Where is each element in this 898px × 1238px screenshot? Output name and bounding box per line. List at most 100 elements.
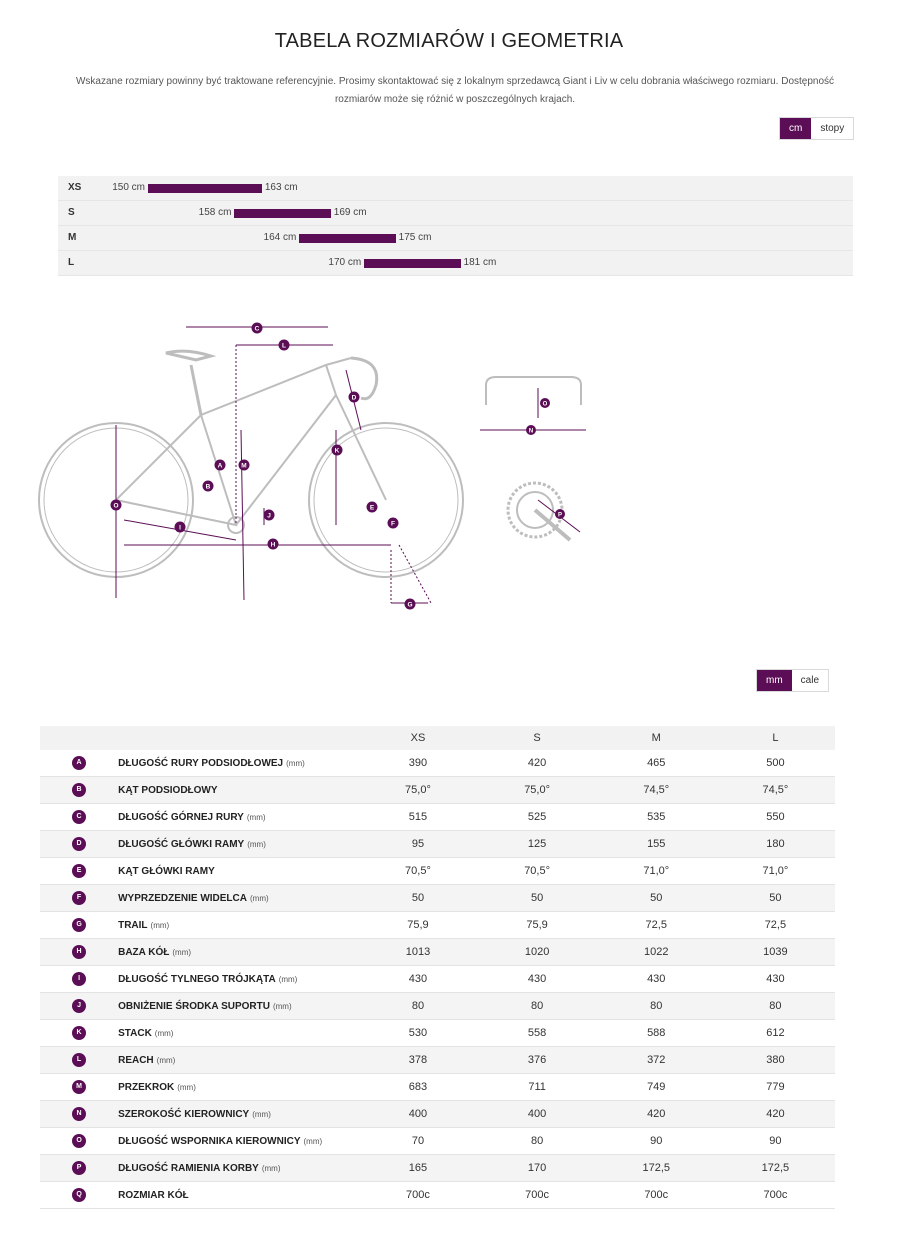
measurement-unit: (mm) bbox=[172, 947, 192, 957]
value-m: 74,5° bbox=[596, 776, 716, 804]
diagram-label-n: N bbox=[529, 429, 533, 435]
row-badge-cell: E bbox=[40, 857, 119, 885]
geometry-row-l: L REACH (mm) 378 376 372 380 bbox=[40, 1046, 835, 1074]
geometry-row-a: A DŁUGOŚĆ RURY PODSIODŁOWEJ (mm) 390 420 465 5… bbox=[40, 750, 835, 777]
measurement-name: DŁUGOŚĆ WSPORNIKA KIEROWNICY bbox=[118, 1135, 301, 1147]
size-min-height: 158 cm bbox=[198, 207, 232, 218]
diagram-label-o: O bbox=[543, 402, 548, 408]
measurement-name: STACK bbox=[118, 1027, 152, 1039]
measurement-badge: I bbox=[72, 972, 87, 986]
value-s: 420 bbox=[477, 750, 597, 777]
value-xs: 700c bbox=[358, 1181, 478, 1209]
value-xs: 95 bbox=[358, 830, 478, 858]
size-range-chart: XS 150 cm 163 cm S 158 cm 169 cm M 164 cm 175 cm… bbox=[58, 176, 853, 276]
measurement-name-cell: TRAIL (mm) bbox=[118, 911, 359, 939]
row-badge-cell: N bbox=[40, 1100, 119, 1128]
header-size-s: S bbox=[477, 726, 597, 750]
measurement-name: TRAIL bbox=[118, 919, 148, 931]
diagram-badge-a bbox=[214, 459, 226, 471]
measurement-name: DŁUGOŚĆ RAMIENIA KORBY bbox=[118, 1162, 259, 1174]
diagram-badge-k bbox=[331, 444, 343, 456]
row-badge-cell: K bbox=[40, 1019, 119, 1047]
diagram-badge-e bbox=[366, 501, 378, 513]
value-l: 700c bbox=[715, 1181, 835, 1209]
size-range-bar bbox=[299, 234, 396, 243]
value-m: 700c bbox=[596, 1181, 716, 1209]
size-row-s: S 158 cm 169 cm bbox=[58, 201, 853, 226]
value-xs: 70,5° bbox=[358, 857, 478, 885]
value-l: 180 bbox=[715, 830, 835, 858]
unit-inches-button[interactable]: cale bbox=[800, 675, 820, 686]
measurement-name: BAZA KÓŁ bbox=[118, 946, 170, 958]
value-s: 80 bbox=[477, 1127, 597, 1155]
measurement-name-cell: DŁUGOŚĆ TYLNEGO TRÓJKĄTA (mm) bbox=[118, 965, 359, 993]
value-s: 80 bbox=[477, 992, 597, 1020]
measurement-unit: (mm) bbox=[261, 1163, 281, 1173]
bike-geometry-diagram: A B C D E F G H I J K L M O bbox=[38, 322, 464, 610]
value-m: 71,0° bbox=[596, 857, 716, 885]
value-xs: 70 bbox=[358, 1127, 478, 1155]
value-l: 74,5° bbox=[715, 776, 835, 804]
unit-mm-button[interactable]: mm bbox=[757, 670, 792, 691]
geometry-row-h: H BAZA KÓŁ (mm) 1013 1020 1022 1039 bbox=[40, 938, 835, 966]
measurement-unit: (mm) bbox=[278, 974, 298, 984]
diagram-badge-o bbox=[110, 499, 122, 511]
measurement-name-cell: BAZA KÓŁ (mm) bbox=[118, 938, 359, 966]
measurement-name-cell: DŁUGOŚĆ RAMIENIA KORBY (mm) bbox=[118, 1154, 359, 1182]
row-badge-cell: P bbox=[40, 1154, 119, 1182]
diagram-badge-b bbox=[202, 480, 214, 492]
measurement-unit: (mm) bbox=[150, 920, 170, 930]
value-l: 420 bbox=[715, 1100, 835, 1128]
unit-cm-button[interactable]: cm bbox=[780, 118, 812, 139]
diagram-label-e: E bbox=[370, 504, 375, 511]
value-xs: 430 bbox=[358, 965, 478, 993]
diagram-badge-g bbox=[404, 598, 416, 610]
geometry-row-f: F WYPRZEDZENIE WIDELCA (mm) 50 50 50 50 bbox=[40, 884, 835, 912]
measurement-badge: B bbox=[72, 783, 87, 797]
value-m: 465 bbox=[596, 750, 716, 777]
measurement-name-cell: REACH (mm) bbox=[118, 1046, 359, 1074]
measurement-unit: (mm) bbox=[154, 1028, 174, 1038]
diagram-label-b: B bbox=[206, 483, 211, 490]
frame-outline bbox=[115, 357, 387, 527]
value-s: 700c bbox=[477, 1181, 597, 1209]
value-l: 380 bbox=[715, 1046, 835, 1074]
row-badge-cell: D bbox=[40, 830, 119, 858]
measurement-badge: G bbox=[72, 918, 87, 932]
diagram-badge-m bbox=[238, 459, 250, 471]
measurement-name: DŁUGOŚĆ TYLNEGO TRÓJKĄTA bbox=[118, 973, 276, 985]
diagram-badge-i bbox=[174, 521, 186, 533]
size-label: M bbox=[68, 232, 77, 243]
measurement-name: DŁUGOŚĆ GÓRNEJ RURY bbox=[118, 811, 244, 823]
value-l: 1039 bbox=[715, 938, 835, 966]
value-l: 80 bbox=[715, 992, 835, 1020]
measurement-unit-toggle: mm cale bbox=[756, 669, 830, 692]
geometry-row-i: I DŁUGOŚĆ TYLNEGO TRÓJKĄTA (mm) 430 430 430 43… bbox=[40, 965, 835, 993]
geometry-row-e: E KĄT GŁÓWKI RAMY 70,5° 70,5° 71,0° 71,0° bbox=[40, 857, 835, 885]
value-l: 172,5 bbox=[715, 1154, 835, 1182]
measurement-name-cell: DŁUGOŚĆ WSPORNIKA KIEROWNICY (mm) bbox=[118, 1127, 359, 1155]
unit-feet-button[interactable]: stopy bbox=[820, 123, 845, 134]
size-range-bar bbox=[234, 209, 331, 218]
measurement-unit: (mm) bbox=[272, 1001, 292, 1011]
value-xs: 683 bbox=[358, 1073, 478, 1101]
measurement-name-cell: KĄT GŁÓWKI RAMY bbox=[118, 857, 359, 885]
measurement-badge: N bbox=[72, 1107, 87, 1121]
geometry-row-j: J OBNIŻENIE ŚRODKA SUPORTU (mm) 80 80 80 80 bbox=[40, 992, 835, 1020]
value-m: 50 bbox=[596, 884, 716, 912]
diagram-label-a: A bbox=[218, 462, 223, 469]
geometry-row-o: O DŁUGOŚĆ WSPORNIKA KIEROWNICY (mm) 70 80 90 9… bbox=[40, 1127, 835, 1155]
value-s: 400 bbox=[477, 1100, 597, 1128]
measurement-unit: (mm) bbox=[156, 1055, 176, 1065]
value-xs: 75,0° bbox=[358, 776, 478, 804]
diagram-label-c: C bbox=[255, 325, 260, 332]
header-size-m: M bbox=[596, 726, 716, 750]
measurement-badge: Q bbox=[72, 1188, 87, 1202]
size-range-bar bbox=[148, 184, 262, 193]
size-min-height: 164 cm bbox=[263, 232, 297, 243]
value-m: 420 bbox=[596, 1100, 716, 1128]
value-s: 75,9 bbox=[477, 911, 597, 939]
geometry-row-k: K STACK (mm) 530 558 588 612 bbox=[40, 1019, 835, 1047]
diagram-label-f: F bbox=[391, 520, 395, 527]
value-xs: 165 bbox=[358, 1154, 478, 1182]
